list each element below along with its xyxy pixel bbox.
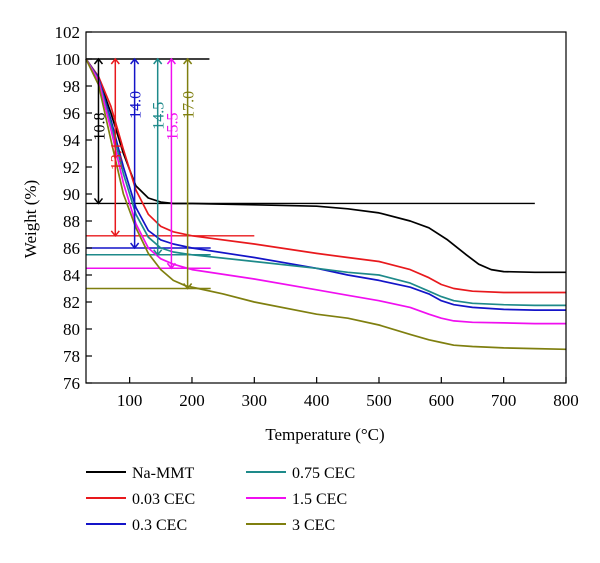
x-tick-label-700: 700 bbox=[491, 391, 517, 410]
arrow-head-bottom-17.0 bbox=[183, 283, 193, 290]
x-tick-label-200: 200 bbox=[179, 391, 205, 410]
y-axis-title: Weight (%) bbox=[21, 180, 40, 258]
y-tick-label-90: 90 bbox=[63, 185, 80, 204]
y-tick-label-76: 76 bbox=[63, 374, 80, 393]
annotation-label-14.0: 14.0 bbox=[128, 91, 145, 119]
arrow-head-bottom-14.5 bbox=[153, 249, 163, 256]
arrow-head-top-14.0 bbox=[130, 57, 140, 65]
arrow-head-top-13.1 bbox=[110, 57, 120, 65]
y-tick-label-94: 94 bbox=[63, 131, 81, 150]
plot-area: 10.813.1 14.0 14.515.517.0 bbox=[85, 57, 567, 351]
annotation-label-14.5: 14.5 bbox=[151, 102, 168, 130]
y-tick-label-88: 88 bbox=[63, 212, 80, 231]
series-line-1.5 CEC bbox=[85, 58, 566, 325]
arrow-head-bottom-15.5 bbox=[166, 262, 176, 270]
y-tick-label-86: 86 bbox=[63, 239, 80, 258]
x-tick-label-600: 600 bbox=[429, 391, 455, 410]
arrow-head-bottom-13.1 bbox=[110, 230, 120, 238]
annotation-label-10.8: 10.8 bbox=[91, 113, 108, 141]
axes-frame bbox=[85, 31, 567, 384]
arrow-head-top-17.0 bbox=[183, 57, 193, 65]
series-line-0.03 CEC bbox=[85, 58, 566, 294]
x-tick-label-300: 300 bbox=[242, 391, 268, 410]
y-tick-label-80: 80 bbox=[63, 320, 80, 339]
y-tick-label-100: 100 bbox=[55, 50, 81, 69]
annotation-label-13.1: 13.1 bbox=[108, 142, 125, 170]
legend-label-Na-MMT: Na-MMT bbox=[132, 465, 194, 482]
legend-label-0.03 CEC: 0.03 CEC bbox=[132, 491, 195, 508]
y-tick-label-84: 84 bbox=[63, 266, 81, 285]
arrow-head-top-10.8 bbox=[93, 57, 104, 65]
arrow-head-bottom-10.8 bbox=[93, 197, 104, 205]
annotation-label-15.5: 15.5 bbox=[164, 113, 181, 141]
arrow-head-top-15.5 bbox=[166, 57, 176, 65]
y-tick-label-98: 98 bbox=[63, 77, 80, 96]
series-line-0.75 CEC bbox=[85, 58, 566, 307]
arrow-head-top-14.5 bbox=[153, 57, 163, 65]
x-tick-label-500: 500 bbox=[366, 391, 392, 410]
axes: 76 78 80 82 84 86 88 90 92 94 96 98 100 102 100 200 300 4… bbox=[55, 23, 579, 410]
annotation-label-17.0: 17.0 bbox=[181, 91, 198, 119]
y-tick-label-102: 102 bbox=[55, 23, 81, 42]
legend-label-1.5 CEC: 1.5 CEC bbox=[292, 491, 347, 508]
y-tick-label-82: 82 bbox=[63, 293, 80, 312]
x-tick-label-800: 800 bbox=[553, 391, 579, 410]
y-tick-label-92: 92 bbox=[63, 158, 80, 177]
legend-label-0.75 CEC: 0.75 CEC bbox=[292, 465, 355, 482]
legend-label-3 CEC: 3 CEC bbox=[292, 517, 335, 534]
series-line-3 CEC bbox=[85, 58, 567, 351]
x-axis-title: Temperature (°C) bbox=[265, 425, 384, 444]
legend: Na-MMT 0.03 CEC 0.3 CEC 0.75 CEC 1.5 CEC 3 CE… bbox=[86, 465, 355, 534]
arrow-head-bottom-14.0 bbox=[130, 242, 140, 250]
y-tick-label-96: 96 bbox=[63, 104, 80, 123]
x-tick-label-400: 400 bbox=[304, 391, 330, 410]
y-tick-label-78: 78 bbox=[63, 347, 80, 366]
x-tick-label-100: 100 bbox=[117, 391, 143, 410]
legend-label-0.3 CEC: 0.3 CEC bbox=[132, 517, 187, 534]
